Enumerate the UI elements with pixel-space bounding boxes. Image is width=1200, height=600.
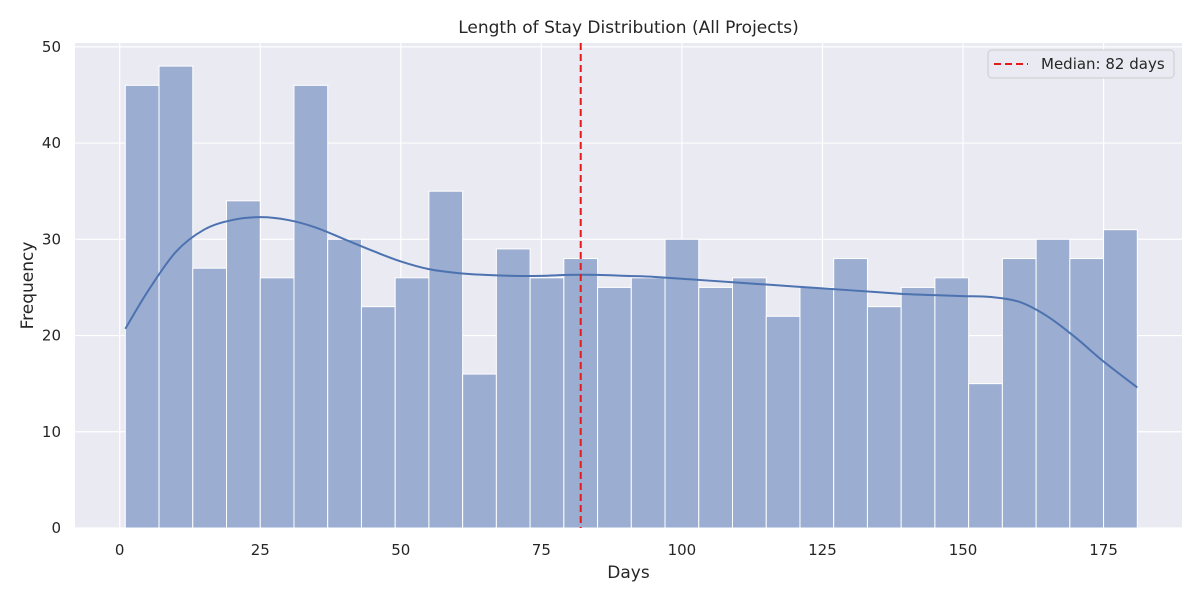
histogram-bar (1069, 258, 1105, 529)
legend-box (987, 49, 1175, 79)
histogram-bar (192, 267, 228, 529)
y-axis-ticks: 0 10 20 30 40 50 (42, 38, 61, 537)
x-tick-label: 125 (808, 541, 837, 559)
histogram-bar (529, 277, 565, 529)
x-tick-label: 0 (115, 541, 125, 559)
y-tick-label: 40 (42, 134, 61, 152)
histogram-bar (732, 277, 767, 529)
x-axis-label: Days (607, 563, 650, 583)
x-tick-label: 25 (251, 541, 270, 559)
histogram-bar (462, 373, 497, 529)
y-axis-label: Frequency (18, 242, 38, 330)
x-tick-label: 75 (532, 541, 551, 559)
histogram-bar (1035, 238, 1071, 529)
y-tick-label: 20 (42, 327, 61, 345)
histogram-bar (428, 190, 464, 529)
histogram-bar (934, 277, 970, 529)
histogram-bar (360, 306, 396, 529)
histogram-bar (833, 258, 868, 529)
histogram-bar (698, 286, 734, 529)
histogram-bar (1001, 258, 1037, 529)
kde-curve (124, 216, 1138, 389)
bars (124, 65, 1138, 529)
histogram-bar (124, 84, 160, 529)
y-tick-label: 0 (51, 519, 61, 537)
histogram-bar (597, 286, 632, 529)
histogram-bar (158, 65, 194, 529)
x-tick-label: 100 (668, 541, 697, 559)
y-tick-label: 10 (42, 423, 61, 441)
x-tick-label: 150 (949, 541, 978, 559)
histogram-bar (394, 277, 430, 529)
chart-title: Length of Stay Distribution (All Project… (458, 18, 799, 38)
x-tick-label: 175 (1089, 541, 1118, 559)
histogram-bar (293, 84, 329, 529)
histogram-bar (799, 286, 835, 529)
legend-median-label: Median: 82 days (1041, 55, 1165, 73)
histogram-bar (226, 200, 261, 529)
histogram-bar (495, 248, 531, 529)
histogram-bar (968, 383, 1003, 529)
y-tick-label: 50 (42, 38, 61, 56)
histogram-bar (630, 277, 666, 529)
histogram-bar (765, 315, 801, 529)
histogram-bar (1103, 229, 1138, 529)
y-tick-label: 30 (42, 230, 61, 248)
histogram-bar (900, 286, 936, 529)
legend: Median: 82 days (987, 49, 1175, 79)
histogram-bar (327, 238, 362, 529)
x-tick-label: 50 (391, 541, 410, 559)
histogram-bar (866, 306, 902, 529)
histogram-bar (664, 238, 700, 529)
x-axis-ticks: 0 25 50 75 100 125 150 175 (115, 541, 1118, 559)
histogram-bar (259, 277, 295, 529)
